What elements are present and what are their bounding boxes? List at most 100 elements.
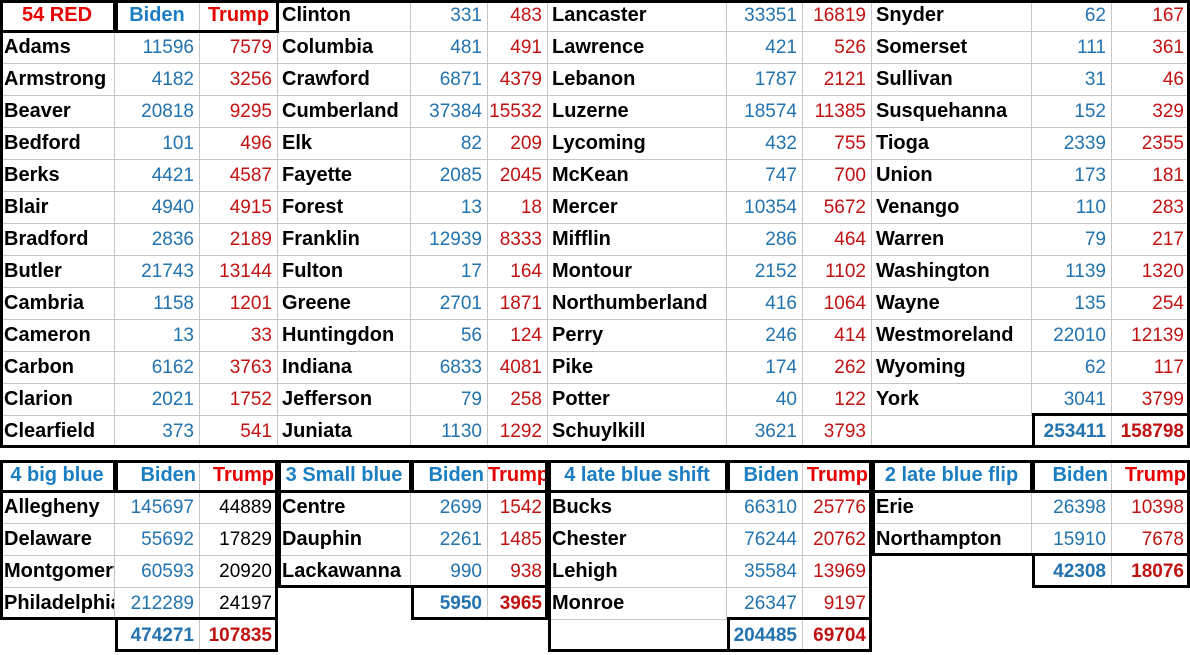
county-name-cell[interactable]: Montgomery (0, 556, 115, 588)
biden-votes-cell[interactable]: 421 (727, 32, 803, 64)
trump-votes-cell[interactable]: 1064 (803, 288, 872, 320)
county-name-cell[interactable]: Jefferson (278, 384, 411, 416)
section-trump-header[interactable]: Trump (200, 460, 278, 492)
trump-votes-cell[interactable]: 361 (1112, 32, 1190, 64)
trump-votes-cell[interactable]: 755 (803, 128, 872, 160)
county-name-cell[interactable]: Schuylkill (548, 416, 727, 448)
biden-votes-cell[interactable]: 31 (1032, 64, 1112, 96)
trump-votes-cell[interactable]: 414 (803, 320, 872, 352)
county-name-cell[interactable]: Mifflin (548, 224, 727, 256)
trump-votes-cell[interactable]: 11385 (803, 96, 872, 128)
biden-votes-cell[interactable]: 2701 (411, 288, 488, 320)
county-name-cell[interactable]: Bedford (0, 128, 115, 160)
trump-votes-cell[interactable]: 16819 (803, 0, 872, 32)
trump-votes-cell[interactable]: 2121 (803, 64, 872, 96)
trump-votes-cell[interactable]: 258 (488, 384, 548, 416)
biden-votes-cell[interactable]: 26347 (727, 588, 803, 620)
biden-votes-cell[interactable]: 79 (1032, 224, 1112, 256)
county-name-cell[interactable]: Tioga (872, 128, 1032, 160)
biden-votes-cell[interactable]: 6833 (411, 352, 488, 384)
biden-votes-cell[interactable]: 2339 (1032, 128, 1112, 160)
trump-votes-cell[interactable]: 10398 (1112, 492, 1190, 524)
county-name-cell[interactable]: Centre (278, 492, 411, 524)
trump-votes-cell[interactable]: 44889 (200, 492, 278, 524)
biden-votes-cell[interactable]: 1130 (411, 416, 488, 448)
county-name-cell[interactable]: Mercer (548, 192, 727, 224)
biden-total-cell[interactable]: 204485 (727, 620, 803, 652)
county-name-cell[interactable]: Sullivan (872, 64, 1032, 96)
biden-votes-cell[interactable]: 22010 (1032, 320, 1112, 352)
biden-votes-cell[interactable]: 145697 (115, 492, 200, 524)
biden-votes-cell[interactable]: 747 (727, 160, 803, 192)
trump-votes-cell[interactable]: 122 (803, 384, 872, 416)
county-name-cell[interactable]: Blair (0, 192, 115, 224)
section-biden-header[interactable]: Biden (727, 460, 803, 492)
trump-votes-cell[interactable]: 33 (200, 320, 278, 352)
trump-total-cell[interactable]: 3965 (488, 588, 548, 620)
county-name-cell[interactable]: Franklin (278, 224, 411, 256)
biden-votes-cell[interactable]: 373 (115, 416, 200, 448)
biden-votes-cell[interactable]: 174 (727, 352, 803, 384)
biden-votes-cell[interactable]: 15910 (1032, 524, 1112, 556)
top-table-trump-header[interactable]: Trump (200, 0, 278, 32)
biden-votes-cell[interactable]: 416 (727, 288, 803, 320)
county-name-cell[interactable]: Beaver (0, 96, 115, 128)
trump-votes-cell[interactable]: 1201 (200, 288, 278, 320)
biden-total-cell[interactable]: 5950 (411, 588, 488, 620)
biden-votes-cell[interactable]: 76244 (727, 524, 803, 556)
county-name-cell[interactable]: Clinton (278, 0, 411, 32)
section-title[interactable]: 4 big blue (0, 460, 115, 492)
biden-votes-cell[interactable]: 13 (411, 192, 488, 224)
section-trump-header[interactable]: Trump (488, 460, 548, 492)
county-name-cell[interactable]: Clearfield (0, 416, 115, 448)
trump-votes-cell[interactable]: 1102 (803, 256, 872, 288)
biden-votes-cell[interactable]: 481 (411, 32, 488, 64)
biden-votes-cell[interactable]: 18574 (727, 96, 803, 128)
county-name-cell[interactable]: Pike (548, 352, 727, 384)
biden-votes-cell[interactable]: 1139 (1032, 256, 1112, 288)
county-name-cell[interactable]: Northumberland (548, 288, 727, 320)
county-name-cell[interactable]: Erie (872, 492, 1032, 524)
biden-votes-cell[interactable]: 62 (1032, 0, 1112, 32)
trump-votes-cell[interactable]: 167 (1112, 0, 1190, 32)
biden-votes-cell[interactable]: 62 (1032, 352, 1112, 384)
county-name-cell[interactable]: Juniata (278, 416, 411, 448)
section-biden-header[interactable]: Biden (411, 460, 488, 492)
trump-votes-cell[interactable]: 17829 (200, 524, 278, 556)
top-table-biden-header[interactable]: Biden (115, 0, 200, 32)
trump-votes-cell[interactable]: 1871 (488, 288, 548, 320)
county-name-cell[interactable]: McKean (548, 160, 727, 192)
trump-votes-cell[interactable]: 124 (488, 320, 548, 352)
biden-votes-cell[interactable]: 173 (1032, 160, 1112, 192)
county-name-cell[interactable]: Susquehanna (872, 96, 1032, 128)
trump-votes-cell[interactable]: 496 (200, 128, 278, 160)
trump-total-cell[interactable]: 107835 (200, 620, 278, 652)
trump-votes-cell[interactable]: 938 (488, 556, 548, 588)
county-name-cell[interactable]: Perry (548, 320, 727, 352)
county-name-cell[interactable]: Allegheny (0, 492, 115, 524)
county-name-cell[interactable]: Wyoming (872, 352, 1032, 384)
biden-votes-cell[interactable]: 10354 (727, 192, 803, 224)
biden-votes-cell[interactable]: 17 (411, 256, 488, 288)
county-name-cell[interactable]: Clarion (0, 384, 115, 416)
county-name-cell[interactable]: Somerset (872, 32, 1032, 64)
county-name-cell[interactable]: Delaware (0, 524, 115, 556)
trump-votes-cell[interactable]: 3799 (1112, 384, 1190, 416)
county-name-cell[interactable]: Wayne (872, 288, 1032, 320)
county-name-cell[interactable]: Huntingdon (278, 320, 411, 352)
trump-votes-cell[interactable]: 526 (803, 32, 872, 64)
trump-votes-cell[interactable]: 46 (1112, 64, 1190, 96)
county-name-cell[interactable]: Greene (278, 288, 411, 320)
biden-votes-cell[interactable]: 2836 (115, 224, 200, 256)
county-name-cell[interactable]: Monroe (548, 588, 727, 620)
biden-votes-cell[interactable]: 990 (411, 556, 488, 588)
trump-votes-cell[interactable]: 15532 (488, 96, 548, 128)
county-name-cell[interactable]: Cameron (0, 320, 115, 352)
biden-votes-cell[interactable]: 1158 (115, 288, 200, 320)
trump-votes-cell[interactable]: 20762 (803, 524, 872, 556)
county-name-cell[interactable]: Dauphin (278, 524, 411, 556)
biden-votes-cell[interactable]: 4182 (115, 64, 200, 96)
biden-votes-cell[interactable]: 13 (115, 320, 200, 352)
section-trump-header[interactable]: Trump (803, 460, 872, 492)
trump-votes-cell[interactable]: 4915 (200, 192, 278, 224)
